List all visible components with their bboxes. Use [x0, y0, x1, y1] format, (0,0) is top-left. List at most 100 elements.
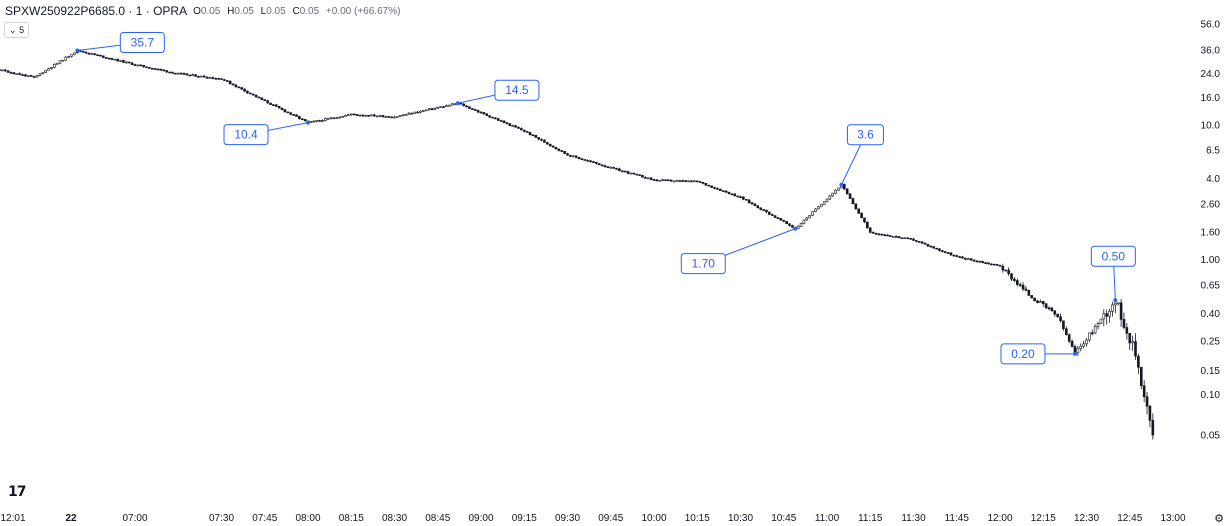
candle [151, 67, 154, 70]
candle [381, 114, 385, 118]
candle [263, 99, 267, 102]
candle-body [468, 106, 471, 109]
candle [788, 223, 791, 227]
candle-body [863, 217, 866, 223]
candle-body [768, 211, 771, 215]
open-label: O [193, 5, 201, 17]
candle [675, 179, 679, 182]
candle [29, 74, 33, 77]
candle [733, 193, 737, 197]
candle [609, 166, 613, 169]
candle [205, 76, 209, 79]
candle [1050, 307, 1054, 312]
candle-body [747, 199, 751, 203]
tradingview-logo[interactable]: 17 [8, 484, 27, 500]
candle-body [592, 161, 595, 163]
candle-body [280, 107, 284, 110]
y-tick-label: 1.60 [1201, 228, 1221, 239]
candle [595, 161, 598, 165]
candle [739, 195, 742, 198]
candle-body [998, 264, 1002, 267]
candle [24, 74, 27, 77]
candle-body [1096, 323, 1100, 327]
candle [897, 236, 901, 239]
candle [964, 257, 967, 261]
candle-body [156, 68, 160, 71]
candle-body [393, 116, 396, 119]
candle [396, 115, 399, 118]
candle [1096, 321, 1100, 330]
candle [107, 57, 111, 60]
candle-body [251, 93, 255, 96]
callout-14-5: 14.5 [455, 79, 540, 106]
candle-body [756, 205, 760, 209]
candle [669, 179, 673, 182]
candle [84, 51, 88, 54]
candle-body [390, 116, 393, 119]
candle-body [739, 196, 742, 198]
candle-body [672, 180, 676, 183]
candle [479, 111, 483, 114]
candle-body [727, 191, 731, 195]
candle-body [375, 115, 379, 118]
candle [906, 237, 910, 240]
candle-body [785, 221, 788, 225]
candle-body [58, 60, 62, 64]
candle-body [897, 236, 901, 239]
candle [453, 103, 457, 106]
candle [87, 52, 91, 55]
candle [618, 167, 621, 172]
candle [981, 260, 985, 264]
candle-body [145, 66, 148, 69]
candle [1082, 340, 1085, 349]
candle [667, 179, 670, 182]
candle-body [182, 73, 186, 75]
candle-body [81, 51, 85, 53]
candle [1056, 313, 1059, 318]
candle-body [540, 138, 543, 141]
candle-body [595, 161, 598, 164]
candle [817, 205, 820, 210]
candle [349, 113, 353, 116]
candle-body [811, 211, 814, 216]
candle [623, 170, 627, 173]
candle [854, 203, 858, 210]
candle-body [546, 142, 549, 145]
x-tick-label: 12:45 [1117, 513, 1142, 524]
candle-body [1033, 297, 1036, 302]
candle-body [1105, 313, 1108, 317]
candle-body [260, 97, 264, 100]
candle-body [240, 87, 243, 90]
candle-body [174, 72, 177, 75]
candle-body [892, 236, 895, 238]
candle [796, 225, 800, 230]
candle [32, 75, 36, 78]
candle [335, 116, 339, 120]
x-tick-label: 13:00 [1160, 513, 1185, 524]
candle [926, 243, 930, 248]
candle-body [831, 192, 835, 197]
candle-body [473, 109, 477, 111]
y-tick-label: 6.5 [1206, 146, 1220, 157]
candle-body [1114, 302, 1117, 306]
candle [375, 115, 379, 118]
candle [323, 117, 327, 122]
candle [332, 116, 336, 120]
candle-body [635, 173, 639, 176]
candle [295, 114, 298, 117]
indicators-collapse-button[interactable]: ⌄ 5 [4, 22, 30, 38]
candle-body [450, 103, 454, 106]
candle-body [1090, 332, 1094, 335]
candle [318, 119, 321, 122]
candle-body [1056, 313, 1059, 318]
candle [808, 215, 812, 219]
candle [597, 163, 601, 166]
candle [237, 86, 241, 89]
gear-icon[interactable]: ⚙ [1214, 513, 1224, 525]
candle [531, 134, 535, 137]
candle [819, 204, 823, 208]
x-tick-label: 11:15 [858, 513, 883, 524]
candle [551, 145, 555, 148]
candle [534, 134, 538, 138]
